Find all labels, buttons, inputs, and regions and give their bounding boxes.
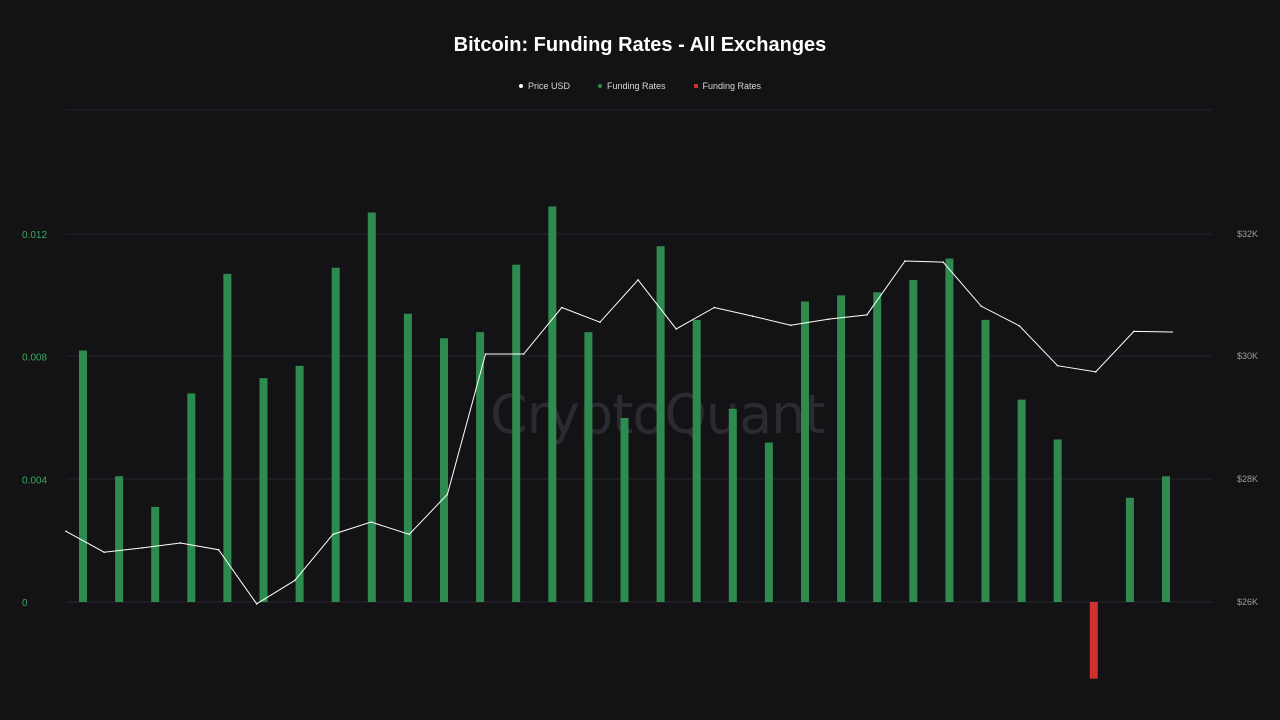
funding-rate-bars [79,206,1170,679]
legend-marker-price [518,84,523,88]
legend-item-funding-negative[interactable]: Funding Rates [693,81,762,91]
right-axis-tick-label: $30K [1237,351,1258,361]
left-axis-tick-label: 0.004 [22,475,47,486]
funding-rate-bar-positive[interactable] [909,280,918,602]
legend-marker-funding-negative [693,84,698,88]
price-point[interactable] [942,261,944,263]
price-point[interactable] [446,493,449,496]
funding-rate-bar-positive[interactable] [584,332,593,602]
legend-label-price: Price USD [527,81,570,91]
funding-rate-bar-positive[interactable] [476,332,485,602]
price-point[interactable] [255,603,258,605]
funding-rate-bar-positive[interactable] [945,258,954,602]
funding-rate-bar-positive[interactable] [801,301,809,602]
price-point[interactable] [370,521,372,523]
funding-rate-bar-positive[interactable] [1162,476,1170,602]
funding-rate-bar-positive[interactable] [512,264,521,602]
price-point[interactable] [637,279,639,281]
funding-rate-bar-positive[interactable] [1053,439,1062,602]
price-point[interactable] [789,324,792,327]
funding-rate-bar-positive[interactable] [187,393,196,602]
funding-rate-bar-positive[interactable] [764,442,773,602]
funding-rate-bar-positive[interactable] [367,212,376,603]
price-point[interactable] [332,533,334,536]
legend-label-funding-positive: Funding Rates [606,81,666,91]
funding-rate-bar-positive[interactable] [223,273,232,602]
chart-title: Bitcoin: Funding Rates - All Exchanges [453,34,827,56]
funding-rate-bar-positive[interactable] [981,319,990,602]
gridlines [66,109,1212,603]
price-point[interactable] [904,260,906,262]
chart-legend[interactable]: Price USD Funding Rates Funding Rates [0,81,1280,91]
funding-rate-bar-positive[interactable] [837,295,846,602]
price-point[interactable] [980,305,983,308]
price-point[interactable] [1018,325,1021,327]
funding-rate-bar-positive[interactable] [1125,497,1134,602]
price-line-path[interactable] [65,260,1173,605]
legend-label-funding-negative: Funding Rates [702,81,762,91]
legend-item-price[interactable]: Price USD [518,81,570,91]
price-point[interactable] [675,328,678,330]
price-point[interactable] [1171,331,1173,333]
funding-rate-bar-positive[interactable] [656,246,665,602]
price-point[interactable] [560,306,563,309]
price-point[interactable] [408,533,411,536]
price-point[interactable] [1094,371,1097,373]
price-point[interactable] [1133,330,1135,333]
funding-rate-bar-positive[interactable] [79,350,87,602]
price-point[interactable] [65,530,67,533]
funding-rate-bar-negative[interactable] [1089,602,1098,679]
funding-rate-bar-positive[interactable] [331,267,340,602]
funding-rate-bar-positive[interactable] [115,476,124,602]
funding-rate-bar-positive[interactable] [873,292,882,602]
funding-rate-bar-positive[interactable] [151,506,160,602]
legend-item-funding-positive[interactable]: Funding Rates [597,81,666,91]
price-point[interactable] [141,547,144,549]
price-point[interactable] [713,306,716,309]
price-point[interactable] [751,315,754,317]
left-axis-tick-label: 0 [22,598,28,609]
price-line [65,260,1173,605]
price-point[interactable] [484,353,487,355]
price-point[interactable] [179,542,182,544]
legend-marker-funding-positive [597,84,602,88]
funding-rate-bar-positive[interactable] [295,365,304,602]
price-point[interactable] [103,551,105,553]
price-point[interactable] [522,353,525,355]
price-point[interactable] [294,579,296,582]
right-axis-tick-label: $26K [1237,597,1258,607]
funding-rate-bar-positive[interactable] [440,338,448,602]
right-axis-ticks: $26K $28K $30K $32K [1237,229,1258,607]
right-axis-tick-label: $28K [1237,474,1258,484]
left-axis-ticks: 0 0.004 0.008 0.012 [22,230,47,609]
price-point[interactable] [1056,364,1059,367]
funding-rate-bar-positive[interactable] [403,313,412,602]
left-axis-tick-label: 0.008 [22,353,47,364]
funding-rate-bar-positive[interactable] [548,206,557,602]
price-point[interactable] [827,318,830,320]
price-point[interactable] [866,314,868,316]
funding-rate-bar-positive[interactable] [728,408,737,602]
left-axis-tick-label: 0.012 [22,230,47,241]
right-axis-tick-label: $32K [1237,229,1258,239]
price-point[interactable] [599,321,601,324]
funding-rate-bar-positive[interactable] [620,418,629,602]
funding-rate-bar-positive[interactable] [259,378,268,602]
funding-rate-bar-positive[interactable] [692,319,701,602]
price-point[interactable] [217,548,220,551]
funding-rate-bar-positive[interactable] [1017,399,1026,602]
